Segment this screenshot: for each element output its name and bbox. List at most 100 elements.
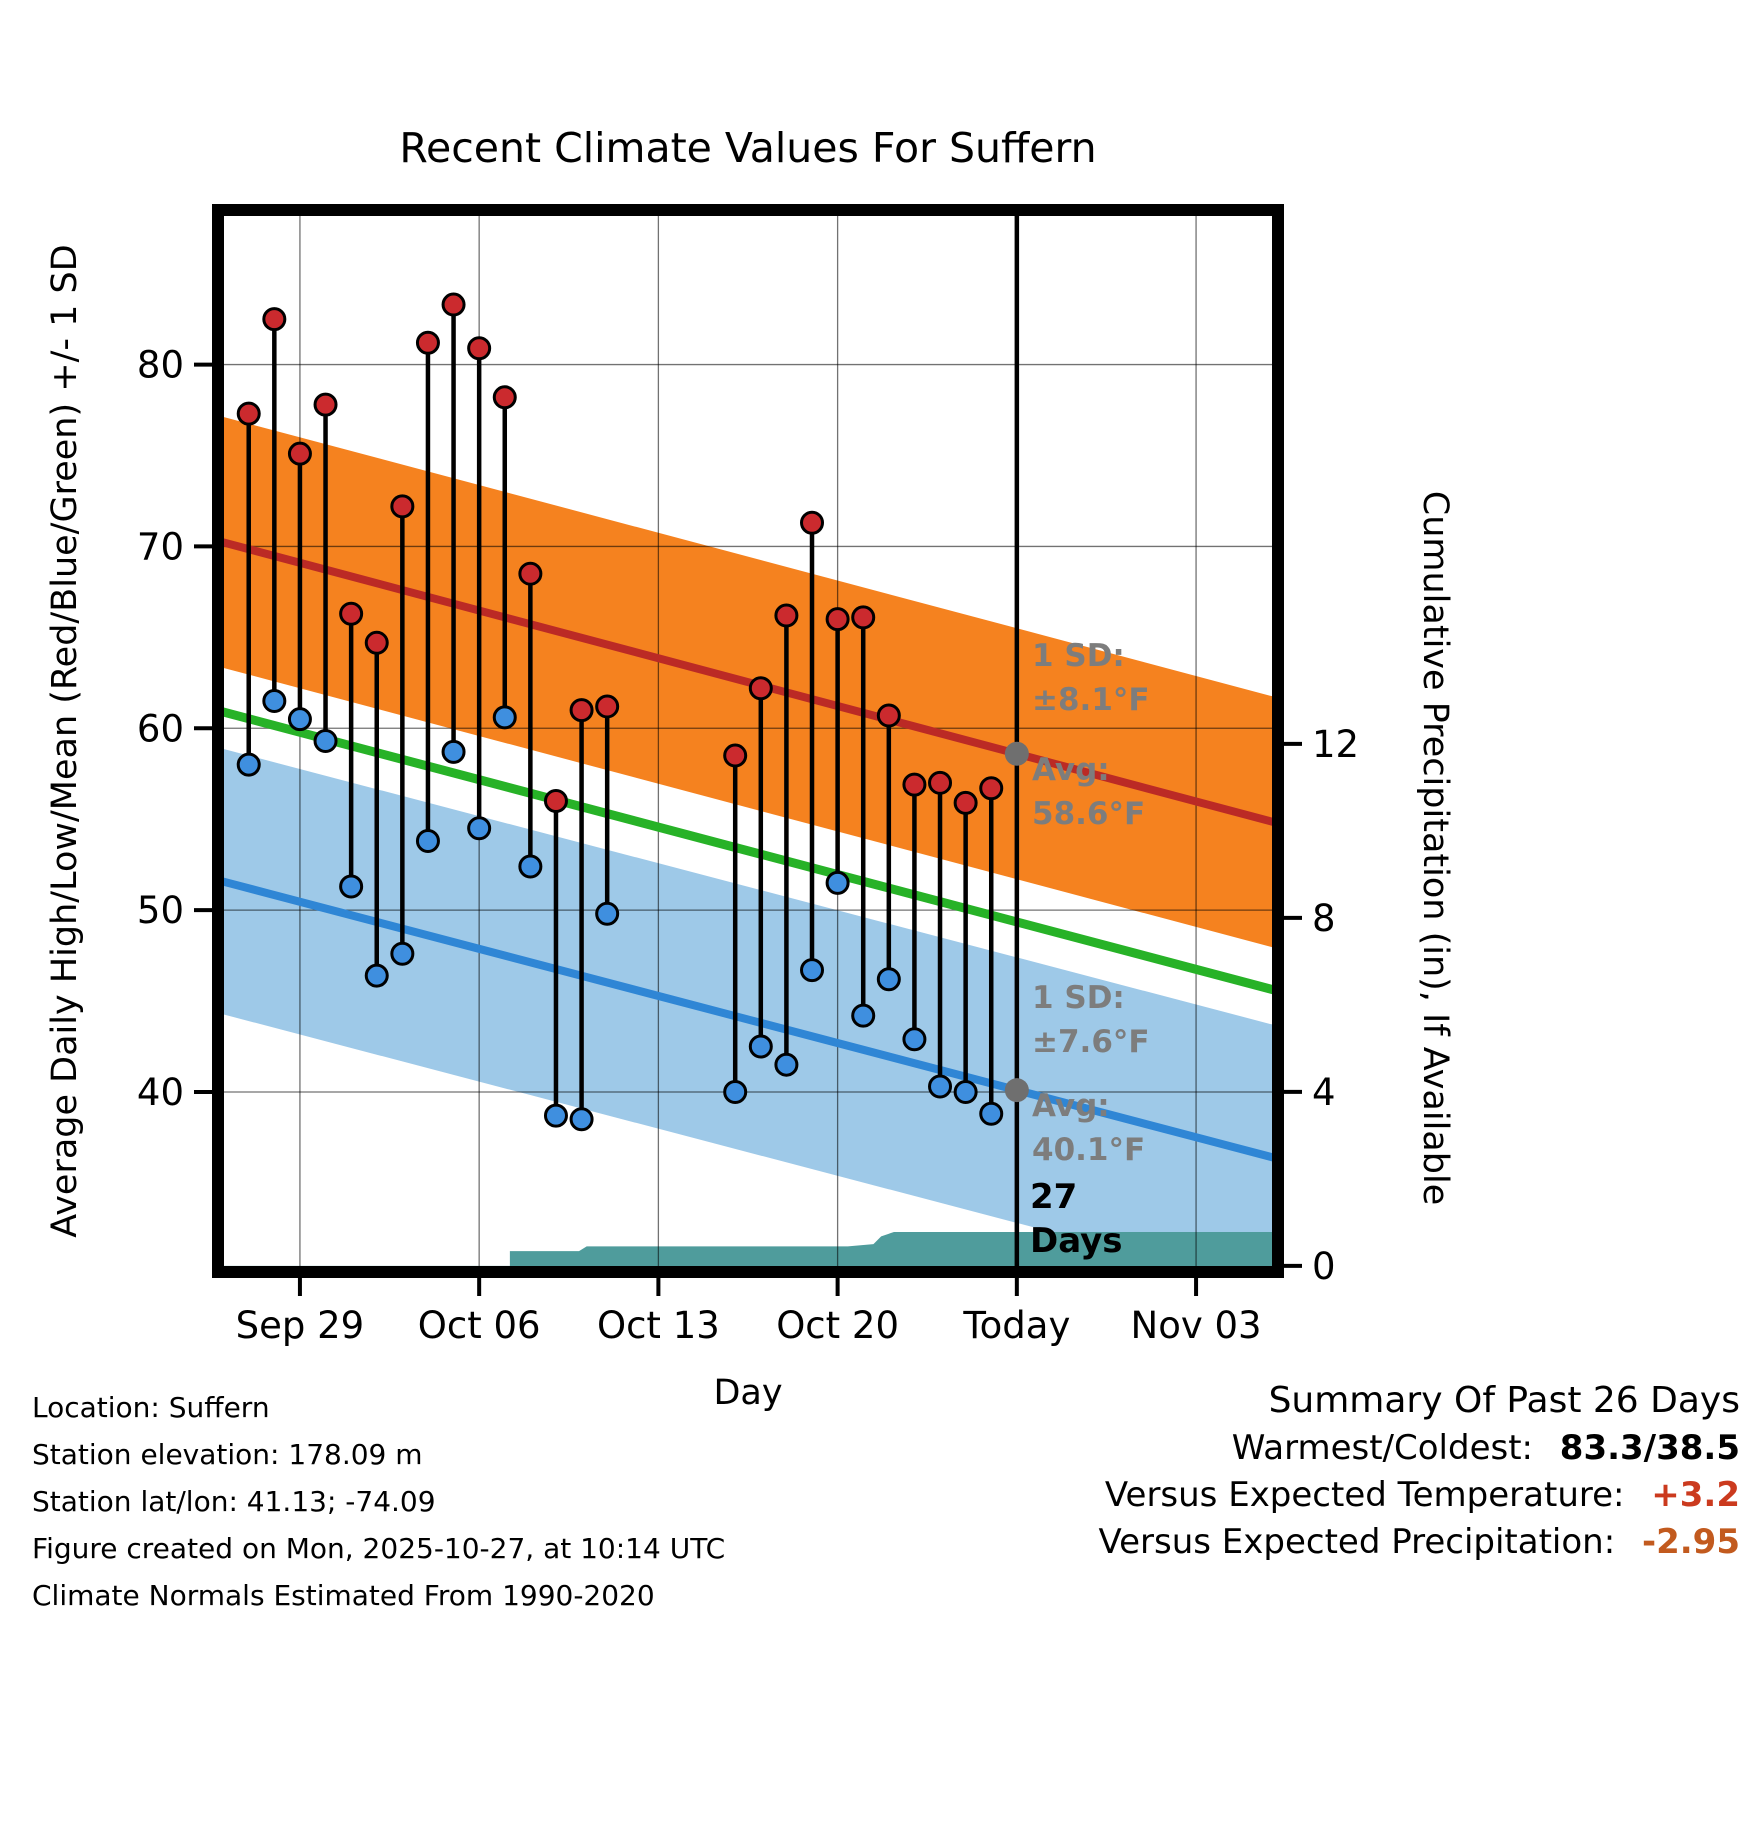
daily-high-point	[748, 676, 773, 701]
daily-low-point	[364, 963, 389, 988]
daily-low-point	[774, 1052, 799, 1077]
y-left-tick-label: 70	[137, 525, 184, 568]
y-left-tick-label: 80	[137, 344, 184, 387]
daily-low-point	[339, 874, 364, 899]
y-axis-right-label: Cumulative Precipitation (in), If Availa…	[1415, 491, 1455, 1205]
summary-row-warmest-coldest-label: Warmest/Coldest:	[1232, 1428, 1533, 1468]
low-normal-band	[218, 747, 1278, 1272]
axes-ticks: Sep 29 Oct 06 Oct 13 Oct 20 Today Nov 0340506…	[137, 344, 1359, 1347]
daily-low-point	[543, 1103, 568, 1128]
x-tick-label: Sep 29	[236, 1304, 365, 1347]
daily-high-point	[979, 776, 1004, 801]
summary-row-vs-precipitation: Versus Expected Precipitation: -2.95	[1098, 1522, 1740, 1562]
summary-row-vs-precipitation-label: Versus Expected Precipitation:	[1098, 1522, 1615, 1562]
daily-high-point	[928, 770, 953, 795]
daily-low-point	[979, 1101, 1004, 1126]
footer-latlon: Station lat/lon: 41.13; -74.09	[32, 1485, 436, 1518]
x-tick-label: Nov 03	[1131, 1304, 1262, 1347]
y-left-tick-label: 60	[137, 707, 184, 750]
daily-high-point	[800, 510, 825, 535]
summary-row-vs-temperature-value: +3.2	[1651, 1475, 1740, 1515]
daily-low-point	[569, 1107, 594, 1132]
daily-low-point	[313, 729, 338, 753]
daily-high-point	[851, 605, 876, 630]
summary-row-warmest-coldest: Warmest/Coldest: 83.3/38.5	[1232, 1428, 1740, 1468]
daily-low-point	[287, 707, 312, 732]
chart-title: Recent Climate Values For Suffern	[399, 124, 1096, 172]
daily-high-point	[390, 494, 415, 519]
daily-low-point	[492, 705, 517, 730]
daily-high-point	[415, 330, 440, 355]
footer-elevation: Station elevation: 178.09 m	[32, 1438, 423, 1471]
daily-high-point	[467, 336, 492, 361]
summary-row-warmest-coldest-value: 83.3/38.5	[1560, 1428, 1740, 1468]
y-right-tick-label: 12	[1312, 723, 1359, 766]
y-left-tick-label: 50	[137, 889, 184, 932]
footer-location: Location: Suffern	[32, 1391, 270, 1424]
daily-high-point	[569, 698, 594, 723]
x-tick-label: Today	[962, 1304, 1070, 1347]
daily-low-point	[928, 1074, 953, 1099]
x-axis-label: Day	[713, 1373, 782, 1413]
summary-row-vs-precipitation-value: -2.95	[1642, 1522, 1740, 1562]
high-sd-annotation-line2: ±8.1°F	[1032, 682, 1150, 718]
y-right-tick-label: 0	[1312, 1245, 1336, 1288]
daily-high-point	[953, 790, 978, 815]
mean-normal-line	[218, 706, 1278, 996]
today-high-avg-marker	[1004, 741, 1029, 766]
footer-created: Figure created on Mon, 2025-10-27, at 10…	[32, 1532, 725, 1565]
daily-high-point	[876, 703, 901, 728]
daily-low-point	[953, 1079, 978, 1104]
today-low-avg-marker	[1004, 1078, 1029, 1103]
days-count-line2: Days	[1030, 1221, 1123, 1261]
daily-low-point	[415, 829, 440, 854]
daily-high-point	[339, 601, 364, 626]
high-normal-line	[218, 537, 1278, 828]
daily-low-point	[467, 816, 492, 841]
x-tick-label: Oct 20	[776, 1304, 899, 1347]
daily-high-point	[723, 743, 748, 768]
low-avg-annotation-line2: 40.1°F	[1032, 1132, 1145, 1168]
daily-high-point	[518, 561, 543, 586]
y-right-tick-label: 4	[1312, 1071, 1336, 1114]
plot-area	[218, 210, 1278, 1272]
days-count-line1: 27	[1030, 1177, 1077, 1217]
daily-low-point	[800, 958, 825, 983]
daily-high-point	[236, 401, 261, 426]
daily-low-point	[825, 870, 850, 895]
daily-low-point	[851, 1003, 876, 1028]
daily-low-point	[876, 967, 901, 992]
low-normal-line	[218, 876, 1278, 1163]
high-sd-annotation-line1: 1 SD:	[1032, 638, 1125, 674]
summary-row-vs-temperature-label: Versus Expected Temperature:	[1105, 1475, 1625, 1515]
daily-low-point	[595, 901, 620, 926]
daily-high-point	[825, 607, 850, 632]
y-right-tick-label: 8	[1312, 897, 1336, 940]
footer-normals: Climate Normals Estimated From 1990-2020	[32, 1579, 655, 1612]
x-tick-label: Oct 06	[418, 1304, 541, 1347]
daily-high-point	[774, 603, 799, 628]
daily-high-point	[902, 772, 927, 797]
daily-high-point	[441, 292, 466, 317]
x-tick-label: Oct 13	[597, 1304, 720, 1347]
daily-low-point	[441, 739, 466, 764]
high-avg-annotation-line1: Avg:	[1032, 752, 1110, 788]
low-sd-annotation-line1: 1 SD:	[1032, 980, 1125, 1016]
summary-row-vs-temperature: Versus Expected Temperature: +3.2	[1105, 1475, 1740, 1515]
daily-high-point	[595, 694, 620, 719]
daily-low-point	[262, 688, 287, 713]
cumulative-precip-area	[218, 1231, 1278, 1272]
daily-high-point	[543, 789, 568, 814]
plot-border	[212, 204, 1284, 1278]
daily-low-point	[518, 854, 543, 879]
y-left-tick-label: 40	[137, 1071, 184, 1114]
high-avg-annotation-line2: 58.6°F	[1032, 796, 1145, 832]
daily-high-point	[313, 392, 338, 417]
low-avg-annotation-line1: Avg:	[1032, 1088, 1110, 1124]
daily-low-point	[748, 1034, 773, 1059]
daily-low-point	[902, 1027, 927, 1052]
daily-high-point	[262, 307, 287, 332]
daily-high-point	[492, 385, 517, 410]
